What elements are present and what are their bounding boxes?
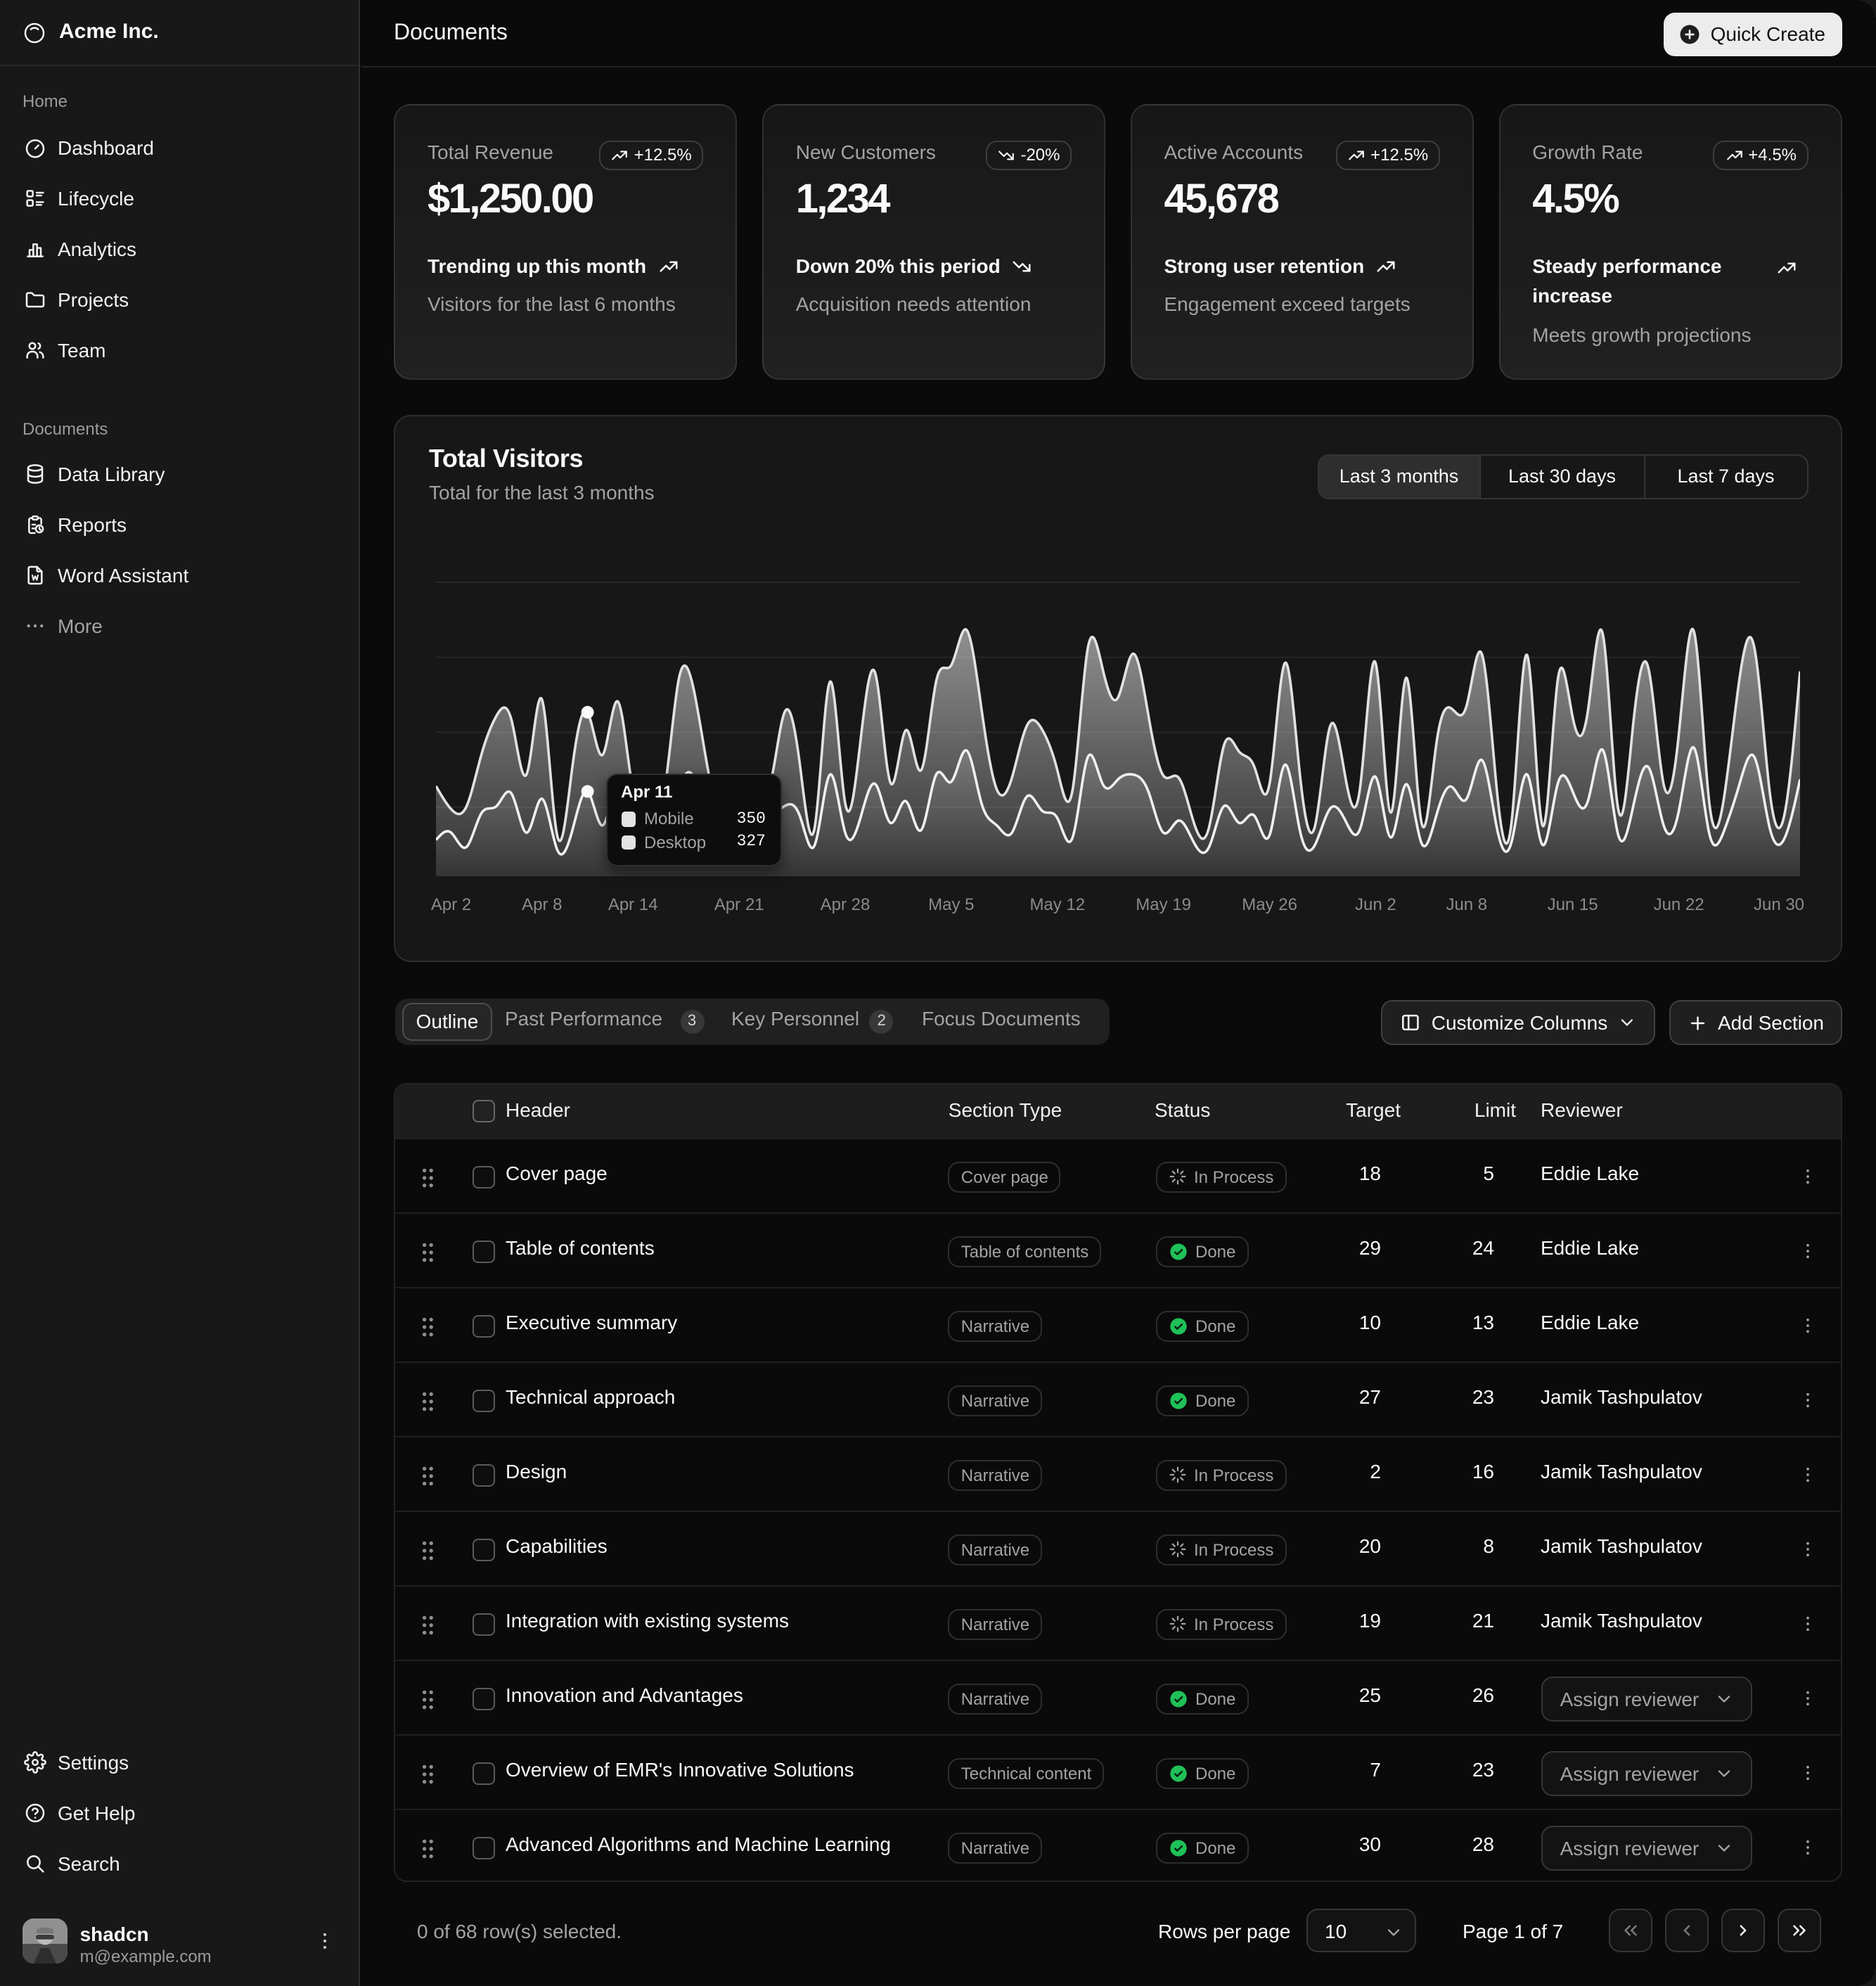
svg-text:May 26: May 26 — [1242, 895, 1297, 914]
svg-text:Jun 2: Jun 2 — [1355, 895, 1396, 914]
svg-text:Jun 22: Jun 22 — [1654, 895, 1704, 914]
svg-text:May 12: May 12 — [1029, 895, 1085, 914]
svg-text:Apr 8: Apr 8 — [522, 895, 562, 914]
svg-text:May 5: May 5 — [928, 895, 974, 914]
svg-text:Apr 14: Apr 14 — [608, 895, 658, 914]
svg-text:Apr 2: Apr 2 — [431, 895, 471, 914]
svg-text:Jun 8: Jun 8 — [1446, 895, 1487, 914]
svg-text:May 19: May 19 — [1136, 895, 1191, 914]
svg-text:Jun 30: Jun 30 — [1754, 895, 1804, 914]
svg-text:Apr 28: Apr 28 — [821, 895, 870, 914]
svg-text:Jun 15: Jun 15 — [1548, 895, 1598, 914]
svg-text:Apr 21: Apr 21 — [714, 895, 764, 914]
